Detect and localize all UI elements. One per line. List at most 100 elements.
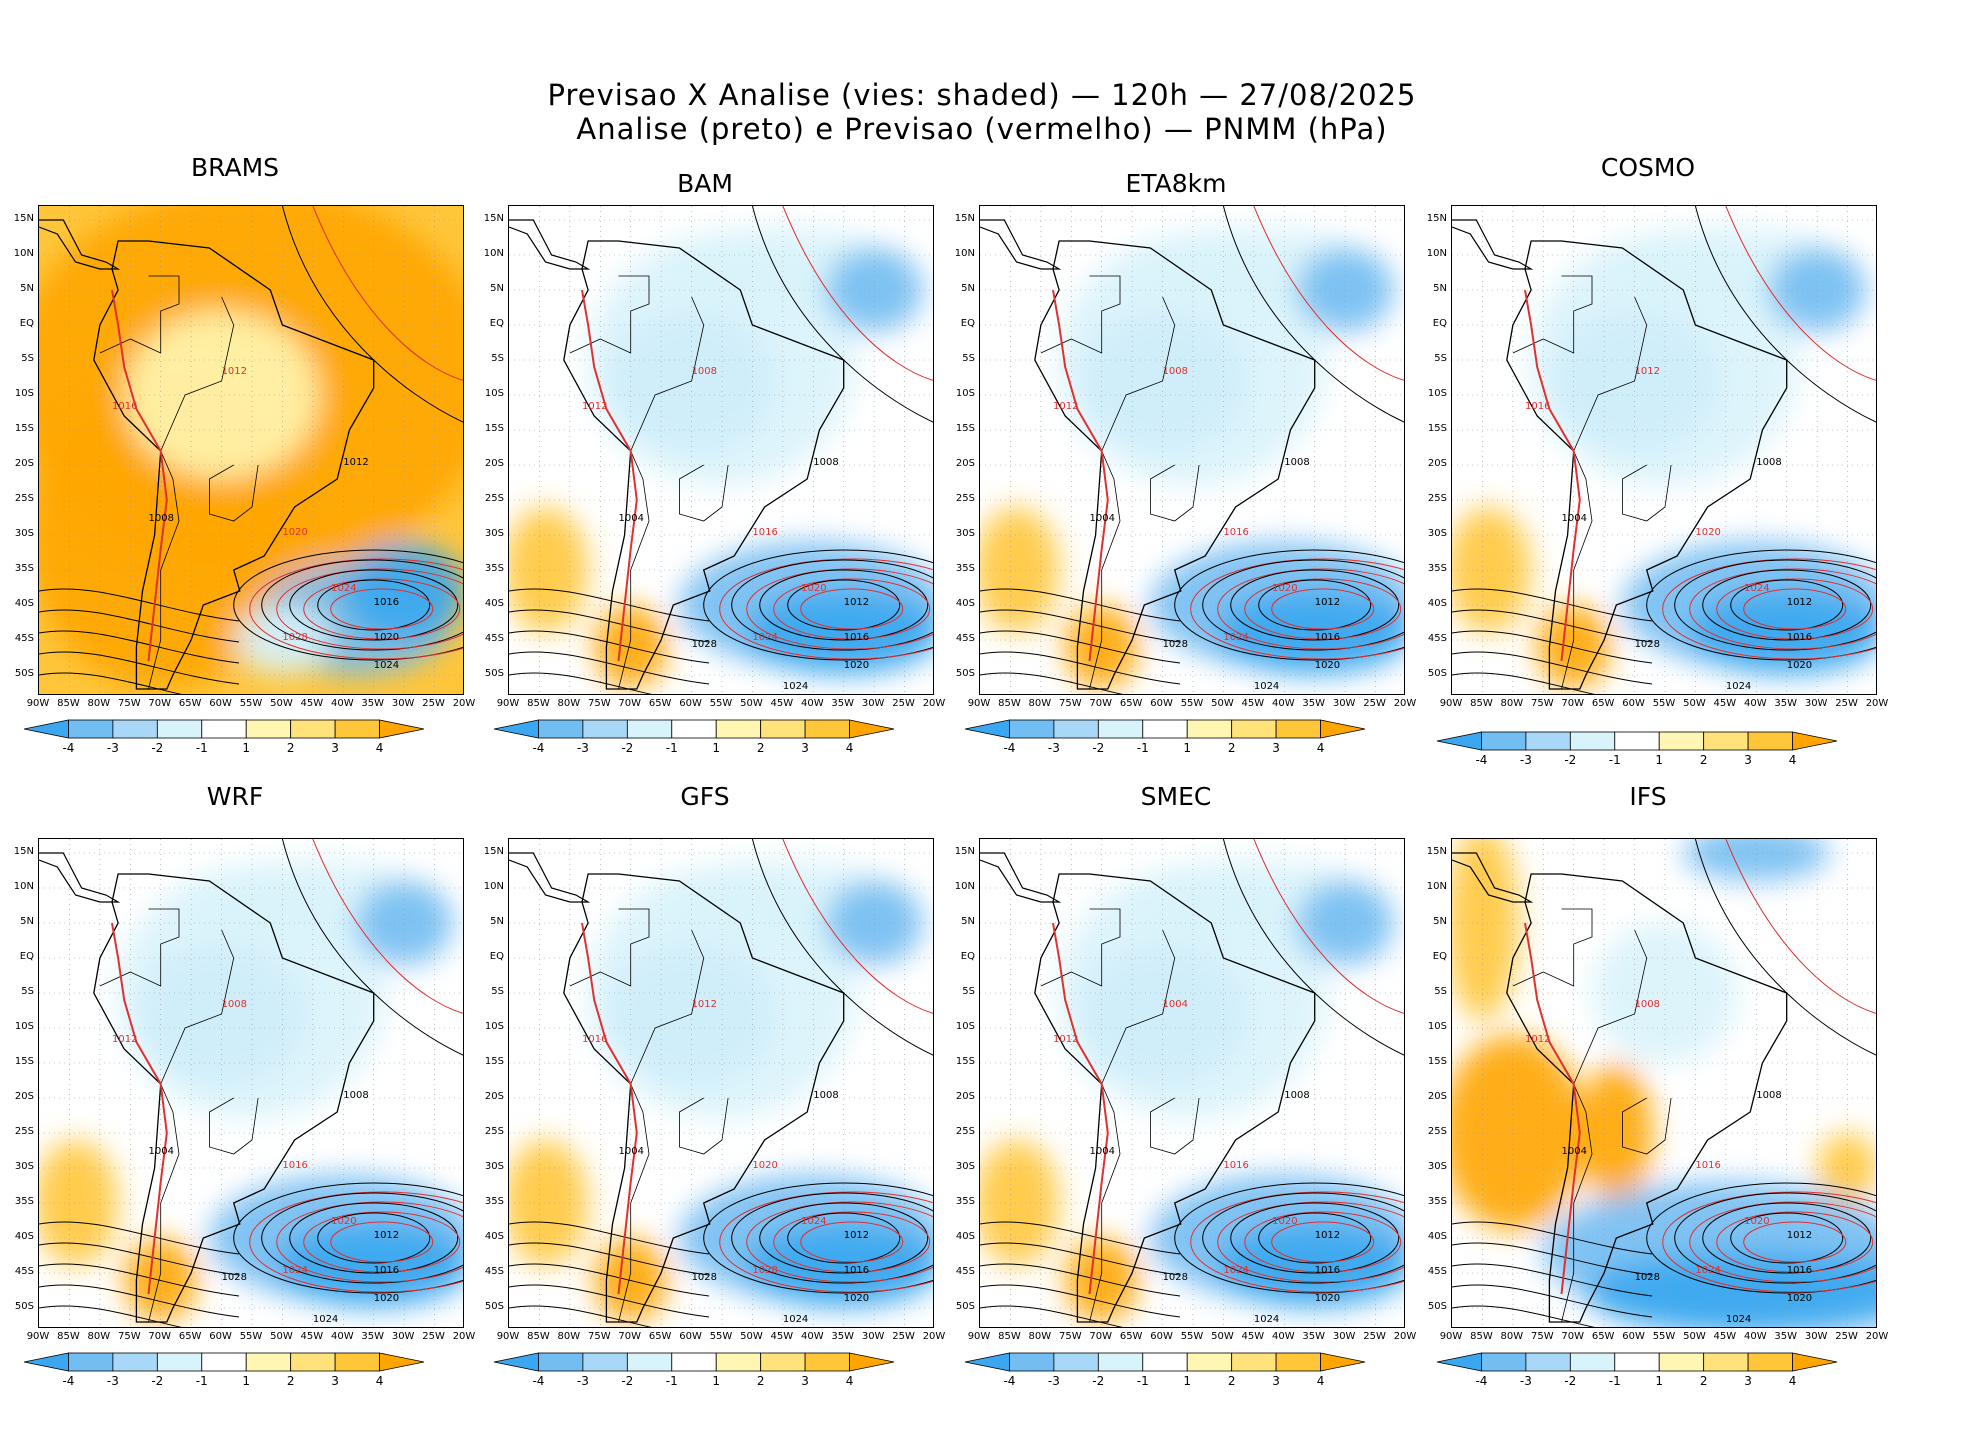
lon-tick-label: 70W — [148, 698, 172, 709]
forecast-isobar — [1253, 839, 1404, 1014]
coastline — [1034, 873, 1316, 1323]
colorbar-segment — [760, 719, 806, 739]
analysis-isobar — [509, 1242, 710, 1276]
lon-tick-label: 90W — [26, 698, 50, 709]
analysis-isobar — [980, 1242, 1181, 1276]
lon-tick-label: 30W — [861, 698, 885, 709]
analysis-isobar-label: 1016 — [374, 1265, 399, 1276]
lat-tick-label: 35S — [1427, 563, 1447, 574]
colorbar-tick-label: -4 — [62, 1374, 75, 1388]
lat-tick-label: EQ — [1432, 318, 1447, 329]
map-frame: 1004 1008 1012 1016 1020 1024 1028 1008 1012 1016… — [1451, 838, 1877, 1328]
lat-tick-label: 45S — [14, 1266, 34, 1277]
lat-tick-label: 50S — [484, 1301, 504, 1312]
colorbar-segment — [156, 719, 203, 739]
forecast-isobar — [782, 206, 933, 381]
analysis-isobar — [1702, 1202, 1872, 1274]
forecast-isobar — [1689, 1201, 1876, 1283]
lon-tick-label: 90W — [496, 698, 520, 709]
lat-tick-label: 20S — [955, 1091, 975, 1102]
panel-title: ETA8km — [1125, 169, 1227, 198]
lat-tick-label: 35S — [1427, 1196, 1447, 1207]
bias-area — [1452, 839, 1519, 1021]
lon-tick-label: 30W — [1804, 698, 1828, 709]
lat-tick-label: 15S — [14, 423, 34, 434]
colorbar-tick-label: -4 — [532, 741, 545, 755]
colorbar: -4 -3 -2 -1 1 2 3 4 — [484, 719, 904, 759]
analysis-isobar — [1674, 559, 1876, 651]
forecast-isobar-label: 1020 — [1695, 527, 1720, 538]
analysis-isobar-label: 1024 — [374, 660, 399, 671]
analysis-isobar-label: 1008 — [343, 1090, 368, 1101]
forecast-isobar-label: 1008 — [1635, 999, 1660, 1010]
colorbar-tick-label: 4 — [375, 741, 384, 755]
colorbar-segment — [1525, 1352, 1571, 1372]
analysis-isobar — [289, 569, 459, 641]
lon-tick-label: 65W — [648, 1331, 672, 1342]
colorbar-tick-label: -4 — [1475, 1374, 1488, 1388]
lat-tick-label: 20S — [484, 1091, 504, 1102]
analysis-isobar — [1230, 1202, 1400, 1274]
analysis-isobar — [39, 651, 240, 685]
lon-tick-label: 90W — [1439, 698, 1463, 709]
country-border — [1621, 1097, 1672, 1155]
map-frame: 1004 1008 1012 1016 1020 1024 1028 1004 1012 1016… — [979, 838, 1405, 1328]
bias-area — [980, 507, 1060, 633]
lat-tick-label: 10S — [1427, 1021, 1447, 1032]
colorbar-segment — [1525, 731, 1571, 751]
country-border — [1089, 450, 1121, 690]
map-frame: 1004 1008 1012 1016 1020 1024 1028 1012 1016 1020… — [1451, 205, 1877, 695]
analysis-isobar-label: 1012 — [343, 457, 368, 468]
colorbar-segment — [1703, 1352, 1749, 1372]
lat-tick-label: EQ — [960, 318, 975, 329]
analysis-isobar — [509, 630, 710, 664]
colorbar: -4 -3 -2 -1 1 2 3 4 — [14, 719, 434, 759]
lat-tick-label: 40S — [484, 1231, 504, 1242]
bias-area — [124, 1238, 198, 1322]
lat-tick-label: 20S — [14, 1091, 34, 1102]
colorbar-segment — [1658, 1352, 1705, 1372]
analysis-isobar — [759, 569, 929, 641]
analysis-isobar-label: 1012 — [1315, 597, 1340, 608]
colorbar-segment — [245, 719, 292, 739]
map-canvas: 1004 1008 1012 1016 1020 1024 1028 1008 1012 1016… — [509, 206, 933, 694]
analysis-isobar — [703, 1182, 933, 1294]
forecast-isobar-label: 1028 — [282, 632, 307, 643]
colorbar-segment — [760, 1352, 806, 1372]
lat-tick-label: 25S — [484, 1126, 504, 1137]
analysis-isobar — [317, 579, 431, 631]
lat-tick-label: 5N — [961, 283, 975, 294]
lon-tick-label: 80W — [1500, 1331, 1524, 1342]
lon-tick-label: 85W — [1470, 1331, 1493, 1342]
forecast-isobar — [249, 1191, 463, 1293]
colorbar-segment — [156, 1352, 203, 1372]
analysis-isobar-label: 1016 — [1787, 632, 1812, 643]
map-frame: 1008 1012 1016 1020 1024 1012 1016 1020 1024 1028 — [38, 205, 464, 695]
lon-tick-label: 85W — [527, 1331, 550, 1342]
country-border — [1149, 1097, 1200, 1155]
forecast-isobar-label: 1024 — [1695, 1265, 1720, 1276]
country-border — [208, 464, 259, 522]
lon-tick-label: 25W — [892, 698, 915, 709]
lat-tick-label: 5N — [20, 916, 34, 927]
analysis-isobar — [39, 672, 182, 694]
analysis-isobar-label: 1012 — [1787, 597, 1812, 608]
analysis-isobar — [1452, 651, 1653, 685]
colorbar-tick-label: 4 — [845, 741, 854, 755]
country-border — [99, 908, 180, 987]
colorbar-tick-label: 3 — [1744, 753, 1752, 767]
forecast-isobar-label: 1020 — [1272, 583, 1297, 594]
analysis-isobar — [980, 1305, 1123, 1327]
lat-tick-label: 10N — [954, 881, 975, 892]
analysis-isobar — [261, 559, 463, 651]
colorbar: -4 -3 -2 -1 1 2 3 4 — [1427, 731, 1847, 771]
colorbar-tick-label: 1 — [712, 1374, 721, 1388]
bias-area — [124, 311, 319, 479]
analysis-isobar — [509, 672, 652, 694]
forecast-isobar-label: 1016 — [282, 1160, 307, 1171]
bias-shading — [39, 206, 463, 689]
coastline — [93, 240, 375, 690]
colorbar-tick-label: 2 — [286, 1374, 295, 1388]
colorbar-tick-label: 2 — [1699, 753, 1708, 767]
lon-tick-label: 85W — [57, 1331, 80, 1342]
